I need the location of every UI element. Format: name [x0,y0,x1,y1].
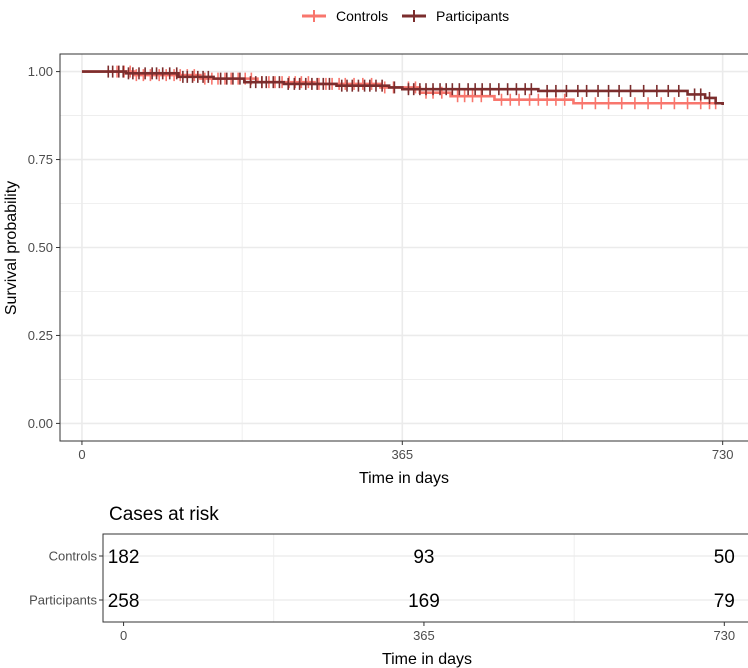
y-tick-label: 0.25 [28,328,53,343]
y-tick-label: 0.75 [28,152,53,167]
risk-table-title: Cases at risk [109,504,219,525]
risk-count: 79 [714,591,735,612]
risk-count: 258 [108,591,140,612]
risk-count: 93 [413,547,434,568]
legend-entry-controls: Controls [302,8,388,24]
y-tick-label: 0.00 [28,416,53,431]
risk-table: Cases at risk Controls 182 93 50 Participant… [29,504,748,668]
risk-table-border [102,533,748,623]
x-axis-title: Time in days [359,470,449,487]
survival-plot: 0.00 0.25 0.50 0.75 1.00 0 365 730 Time in day… [3,53,748,487]
legend-label-controls: Controls [336,8,388,24]
y-axis-ticks: 0.00 0.25 0.50 0.75 1.00 [28,64,60,431]
y-tick-label: 0.50 [28,240,53,255]
risk-table-x-axis-title: Time in days [382,651,472,668]
legend: Controls Participants [302,8,509,24]
risk-table-x-ticks: 0 365 730 [120,622,735,643]
x-tick-label: 365 [391,447,413,462]
risk-x-tick-label: 730 [713,628,735,643]
risk-table-gridlines [103,534,748,622]
x-axis-ticks: 0 365 730 [78,441,734,462]
risk-row-label-participants: Participants [29,593,97,608]
legend-label-participants: Participants [436,8,509,24]
risk-count: 50 [714,547,735,568]
y-tick-label: 1.00 [28,64,53,79]
survival-curve-participants [81,70,724,106]
risk-count: 182 [108,547,140,568]
legend-entry-participants: Participants [402,8,509,24]
risk-count: 169 [408,591,440,612]
x-tick-label: 0 [78,447,85,462]
risk-x-tick-label: 0 [120,628,127,643]
y-axis-title: Survival probability [3,181,20,315]
risk-table-rows: Controls 182 93 50 Participants 258 169 79 [29,547,735,612]
survival-curves [81,65,724,110]
risk-x-tick-label: 365 [413,628,435,643]
risk-row-label-controls: Controls [49,549,98,564]
x-tick-label: 730 [712,447,734,462]
main-gridlines [60,54,748,441]
